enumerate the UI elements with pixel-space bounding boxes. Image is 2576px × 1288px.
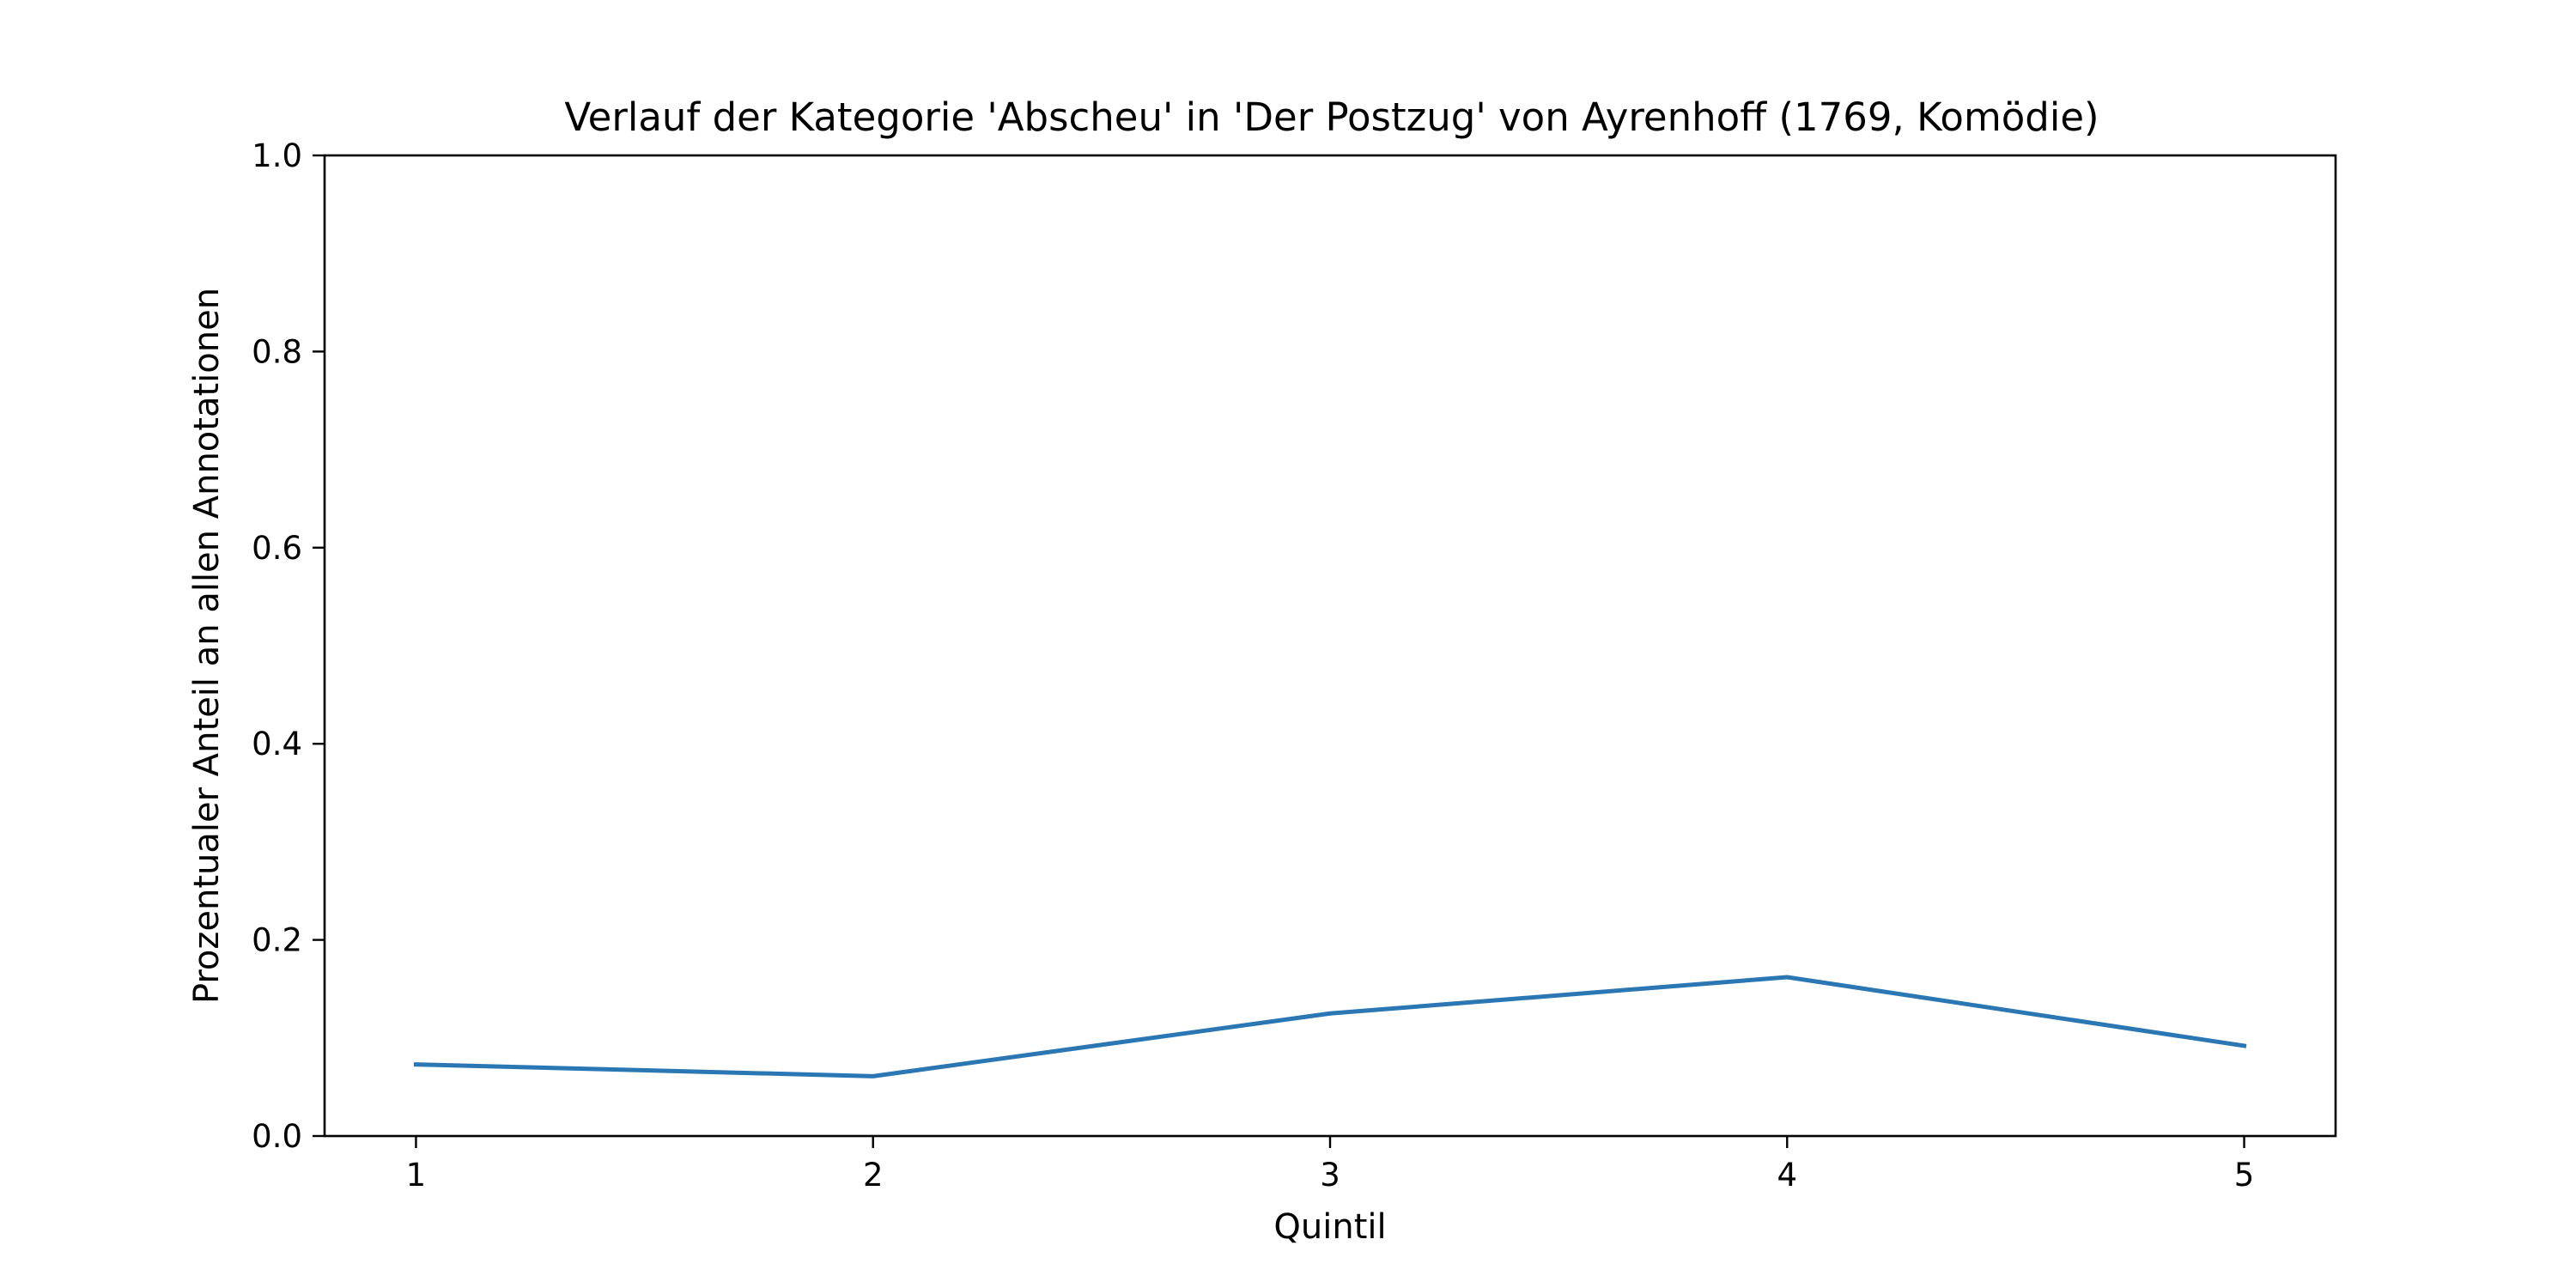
x-axis: 1 2 3 4 5 xyxy=(406,1136,2255,1194)
x-tick-label: 2 xyxy=(863,1157,884,1194)
series-layer xyxy=(413,975,2247,1078)
x-tick-label: 5 xyxy=(2234,1157,2255,1194)
y-tick-label: 0.0 xyxy=(252,1118,302,1155)
y-tick-label: 0.2 xyxy=(252,922,302,959)
y-axis: 0.0 0.2 0.4 0.6 0.8 1.0 xyxy=(252,137,325,1155)
y-tick-label: 1.0 xyxy=(252,137,302,174)
y-tick-label: 0.8 xyxy=(252,333,302,370)
y-tick-label: 0.4 xyxy=(252,726,302,762)
x-tick-label: 1 xyxy=(406,1157,427,1194)
x-tick-label: 3 xyxy=(1320,1157,1340,1194)
y-axis-label: Prozentualer Anteil an allen Annotatione… xyxy=(187,288,227,1004)
x-tick-label: 4 xyxy=(1777,1157,1797,1194)
x-axis-label: Quintil xyxy=(1273,1207,1386,1247)
y-tick-label: 0.6 xyxy=(252,530,302,567)
chart-title: Verlauf der Kategorie 'Abscheu' in 'Der … xyxy=(564,94,2099,140)
